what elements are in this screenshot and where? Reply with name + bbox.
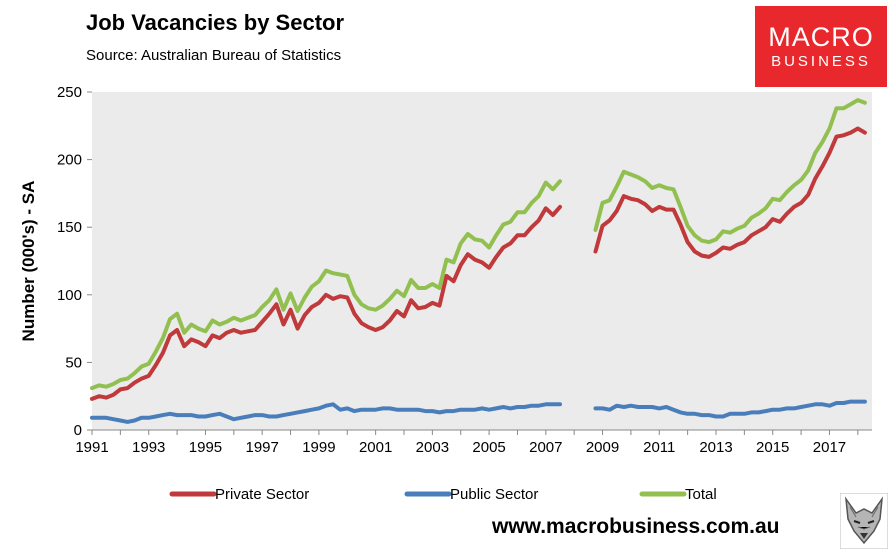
x-tick-label: 2003 [416, 439, 449, 456]
x-tick-label: 2013 [699, 439, 732, 456]
series-layer [90, 98, 867, 424]
brand-logo-bottom: BUSINESS [771, 52, 871, 70]
fox-logo-icon [840, 493, 888, 549]
x-tick-label: 1999 [302, 439, 335, 456]
chart-title: Job Vacancies by Sector [86, 10, 345, 35]
x-tick-label: 2007 [529, 439, 562, 456]
x-tick-label: 1997 [245, 439, 278, 456]
x-tick-label: 2001 [359, 439, 392, 456]
legend-label-public-sector: Public Sector [450, 486, 538, 503]
legend-label-total: Total [685, 486, 717, 503]
y-tick-label: 50 [65, 354, 82, 371]
y-axis: 0 50 100 150 200 250 [57, 84, 92, 439]
x-tick-label: 2011 [643, 439, 675, 456]
x-axis: 1991 1993 1995 1997 1999 2001 2003 2005 2007 2009… [75, 429, 872, 456]
x-tick-label: 2015 [756, 439, 789, 456]
series-line-private-sector [90, 204, 562, 401]
x-tick-label: 2005 [472, 439, 505, 456]
series-line-public-sector [593, 399, 867, 419]
legend: Private Sector Public Sector Total [169, 486, 717, 503]
chart-subtitle: Source: Australian Bureau of Statistics [86, 47, 342, 64]
x-tick-label: 1993 [132, 439, 165, 456]
x-tick-label: 2009 [586, 439, 619, 456]
y-tick-label: 0 [74, 422, 82, 439]
legend-label-private-sector: Private Sector [215, 486, 309, 503]
y-tick-label: 250 [57, 84, 82, 101]
brand-logo-top: MACRO [768, 21, 874, 52]
y-tick-label: 150 [57, 219, 82, 236]
series-line-private-sector [593, 126, 867, 259]
x-tick-label: 2017 [813, 439, 846, 456]
y-tick-label: 100 [57, 287, 82, 304]
series-line-total [593, 98, 867, 245]
brand-logo: MACRO BUSINESS [755, 6, 887, 87]
series-line-total [90, 179, 562, 391]
x-tick-label: 1995 [189, 439, 222, 456]
y-axis-label: Number (000's) - SA [19, 181, 38, 342]
series-line-public-sector [90, 402, 562, 424]
website-url: www.macrobusiness.com.au [492, 515, 780, 538]
x-tick-label: 1991 [75, 439, 108, 456]
y-tick-label: 200 [57, 152, 82, 169]
